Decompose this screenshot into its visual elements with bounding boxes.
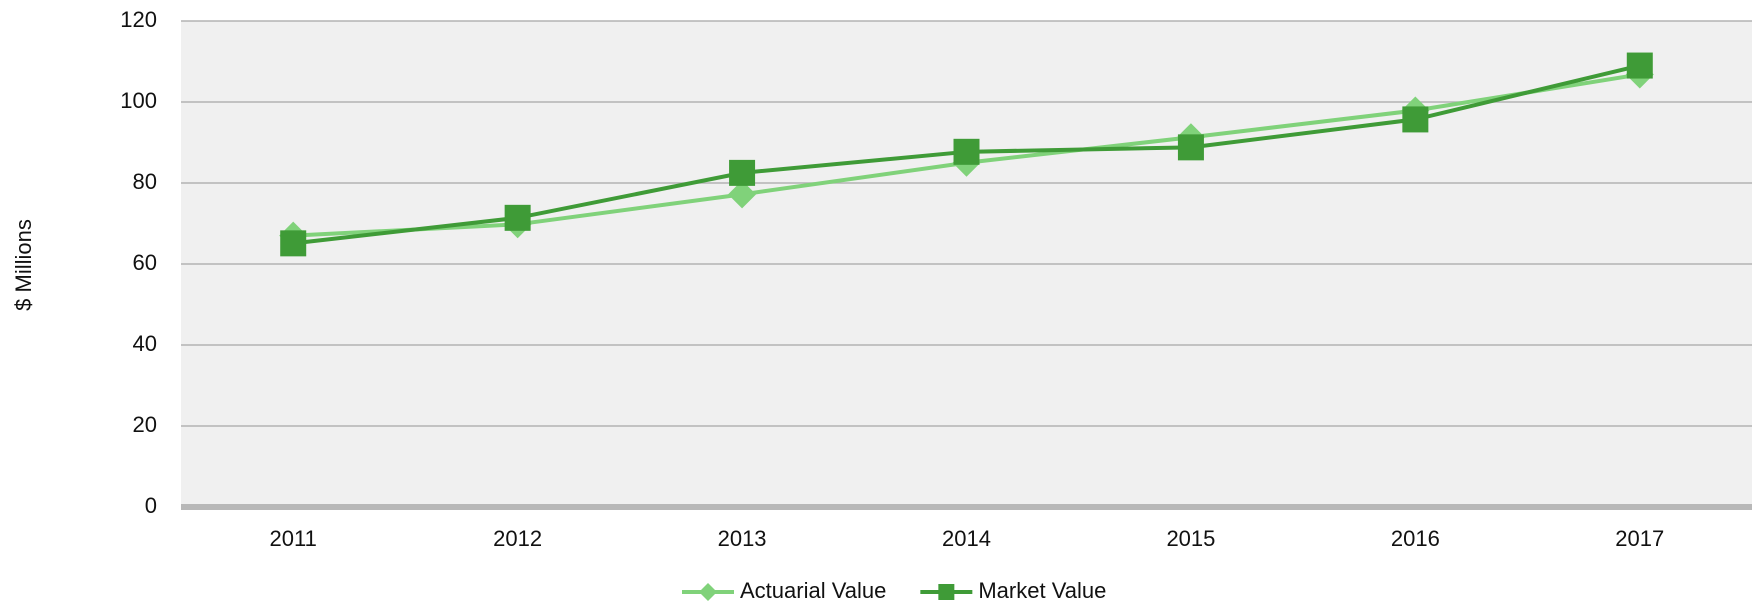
x-tick-label: 2016 — [1391, 526, 1440, 551]
marker — [938, 584, 955, 600]
y-tick-label: 40 — [133, 331, 157, 356]
y-axis-label: $ Millions — [11, 219, 36, 311]
x-tick-label: 2014 — [942, 526, 991, 551]
marker — [504, 204, 531, 231]
legend-label: Market Value — [978, 578, 1106, 603]
marker — [1626, 52, 1653, 79]
x-tick-label: 2011 — [270, 526, 317, 551]
marker — [1177, 134, 1204, 161]
x-tick-label: 2015 — [1166, 526, 1215, 551]
x-tick-label: 2012 — [493, 526, 542, 551]
marker — [953, 138, 980, 165]
x-tick-label: 2013 — [718, 526, 767, 551]
marker — [699, 583, 717, 601]
x-tick-label: 2017 — [1615, 526, 1664, 551]
marker — [729, 159, 756, 186]
y-tick-label: 20 — [133, 412, 157, 437]
y-tick-label: 60 — [133, 250, 157, 275]
marker — [728, 180, 757, 209]
legend-label: Actuarial Value — [740, 578, 886, 603]
y-tick-label: 120 — [120, 7, 157, 32]
y-tick-label: 100 — [120, 88, 157, 113]
marker — [280, 230, 307, 257]
y-tick-label: 80 — [133, 169, 157, 194]
y-tick-label: 0 — [145, 493, 157, 518]
marker — [1402, 106, 1429, 133]
